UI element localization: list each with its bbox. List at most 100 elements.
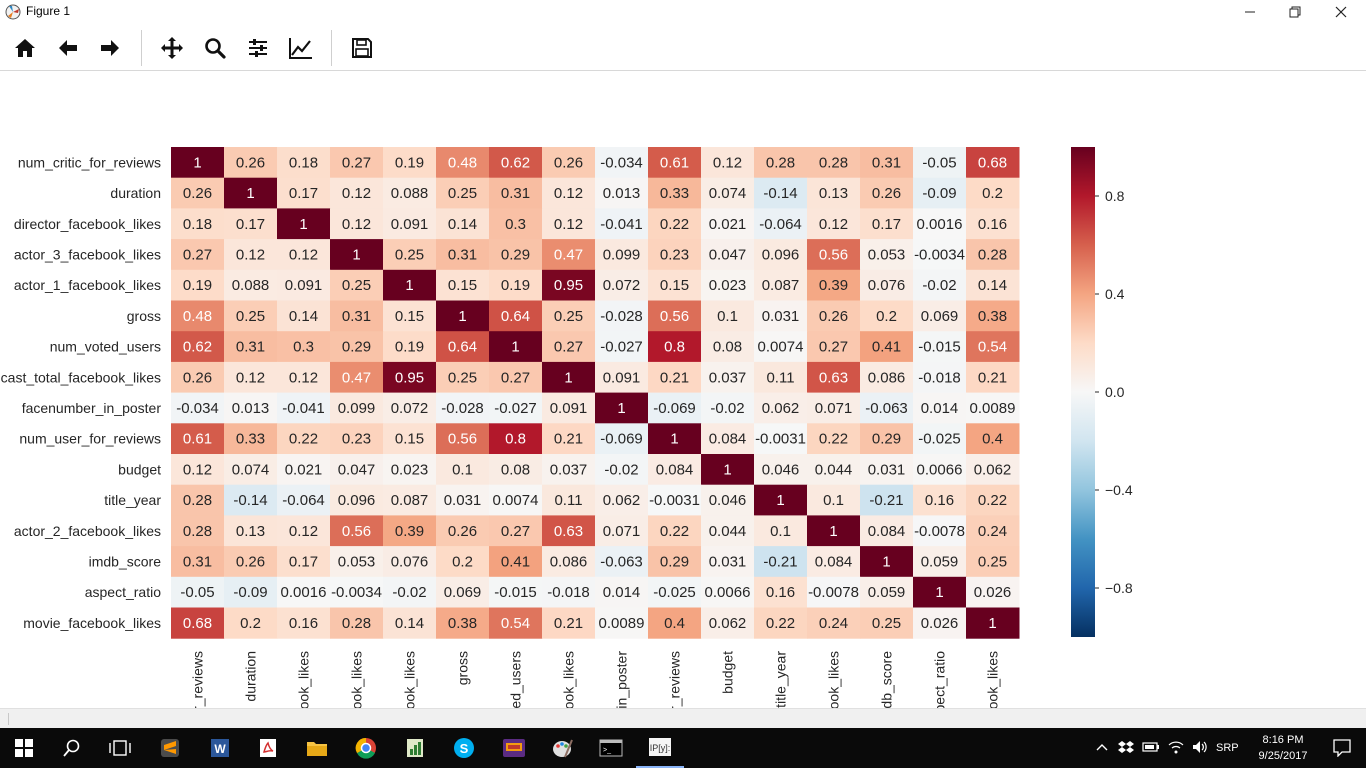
cell-annotation: 0.56 [448, 431, 477, 448]
taskbar-app-terminal[interactable]: >_ [587, 728, 635, 768]
search-button[interactable] [48, 728, 96, 768]
column-label: ook_likes [826, 651, 842, 708]
heatmap-cell [860, 454, 914, 486]
cell-annotation: 0.27 [501, 523, 530, 540]
heatmap-cell [860, 576, 914, 608]
title-bar: Figure 1 [0, 0, 1366, 24]
cell-annotation: 0.087 [391, 492, 429, 509]
cell-annotation: 0.63 [819, 369, 848, 386]
cell-annotation: -0.0078 [808, 584, 859, 601]
heatmap-cell [436, 607, 490, 639]
heatmap-cell [754, 484, 808, 516]
heatmap-cell [913, 392, 967, 424]
taskbar-app-spreadsheet[interactable] [391, 728, 439, 768]
heatmap-cell [648, 392, 702, 424]
cell-annotation: 1 [617, 400, 625, 417]
heatmap-cell [595, 361, 649, 394]
taskbar-app-sublime[interactable] [146, 728, 194, 768]
heatmap-cell [277, 331, 331, 363]
heatmap-cell [701, 177, 755, 209]
cell-annotation: -0.069 [600, 431, 643, 448]
cell-annotation: 0.013 [232, 400, 270, 417]
edit-curves-button[interactable] [285, 32, 317, 64]
heatmap-cell [277, 546, 331, 578]
heatmap-cell [383, 300, 437, 332]
heatmap-cell [224, 239, 278, 271]
heatmap-cell [648, 300, 702, 332]
cell-annotation: 0.8 [664, 339, 685, 356]
taskbar-app-game[interactable] [490, 728, 538, 768]
cell-annotation: 0.68 [978, 154, 1007, 171]
cell-annotation: 0.29 [660, 553, 689, 570]
heatmap-cell [436, 239, 490, 271]
cell-annotation: 0.044 [709, 523, 747, 540]
heatmap-cell [595, 331, 649, 363]
heatmap-cell [436, 208, 490, 240]
task-view-button[interactable] [96, 728, 144, 768]
cell-annotation: -0.09 [233, 584, 267, 601]
cell-annotation: 0.08 [713, 339, 742, 356]
tray-volume[interactable] [1192, 740, 1208, 757]
heatmap-cell [701, 331, 755, 363]
forward-button[interactable] [94, 32, 126, 64]
heatmap-cell [171, 300, 225, 332]
heatmap-cell [648, 208, 702, 240]
start-button[interactable] [0, 728, 48, 768]
heatmap-cell [436, 177, 490, 209]
heatmap-cell [171, 607, 225, 639]
cell-annotation: 0.046 [709, 492, 747, 509]
action-center-button[interactable] [1318, 728, 1366, 768]
cell-annotation: 0.12 [713, 154, 742, 171]
configure-subplots-button[interactable] [242, 32, 274, 64]
cell-annotation: 0.29 [872, 431, 901, 448]
heatmap-cell [860, 361, 914, 394]
taskbar-app-chrome[interactable] [342, 728, 390, 768]
pan-button[interactable] [156, 32, 188, 64]
word-icon: W [211, 739, 229, 757]
column-label: ook_likes [296, 651, 312, 708]
cell-annotation: 0.044 [815, 461, 853, 478]
cell-annotation: 0.0066 [917, 461, 963, 478]
language-indicator[interactable]: SRP [1216, 742, 1239, 754]
heatmap-cell [860, 208, 914, 240]
cell-annotation: 0.12 [289, 369, 318, 386]
taskbar-app-ipython[interactable]: IP[y]: [636, 728, 684, 768]
heatmap-cell [860, 269, 914, 301]
cell-annotation: 0.22 [289, 431, 318, 448]
taskbar: W S >_ IP[y]: [0, 728, 1366, 768]
taskbar-app-pdf[interactable] [244, 728, 292, 768]
taskbar-app-paint[interactable] [538, 728, 586, 768]
heatmap-cell [701, 484, 755, 516]
heatmap-cells: 1 0.26 0.18 0.27 0.19 0.48 0.62 0.26 -0.034 0.61 0… [171, 147, 1020, 639]
heatmap-cell [860, 546, 914, 578]
taskbar-app-word[interactable]: W [196, 728, 244, 768]
minimize-button[interactable] [1227, 0, 1273, 24]
home-button[interactable] [9, 32, 41, 64]
back-button[interactable] [52, 32, 84, 64]
tray-expand-button[interactable] [1096, 742, 1108, 755]
heatmap-cell [595, 239, 649, 271]
restore-button[interactable] [1272, 0, 1318, 24]
taskbar-app-skype[interactable]: S [440, 728, 488, 768]
cell-annotation: 0.63 [554, 523, 583, 540]
cell-annotation: -0.063 [600, 553, 643, 570]
close-button[interactable] [1318, 0, 1364, 24]
clock[interactable]: 8:16 PM 9/25/2017 [1248, 732, 1318, 764]
heatmap-cell [489, 177, 543, 209]
heatmap-cell [383, 423, 437, 455]
figure-canvas[interactable]: 1 0.26 0.18 0.27 0.19 0.48 0.62 0.26 -0.034 0.61 0… [0, 71, 1366, 719]
heatmap-cell [542, 239, 596, 271]
save-button[interactable] [346, 32, 378, 64]
zoom-button[interactable] [199, 32, 231, 64]
heatmap-cell [701, 239, 755, 271]
tray-wifi[interactable] [1168, 740, 1184, 757]
heatmap-cell [595, 300, 649, 332]
taskbar-app-file-explorer[interactable] [293, 728, 341, 768]
cell-annotation: 0.61 [660, 154, 689, 171]
cell-annotation: 1 [193, 154, 201, 171]
cell-annotation: 0.053 [868, 246, 906, 263]
heatmap-cell [542, 177, 596, 209]
tray-battery[interactable] [1142, 741, 1160, 756]
tray-dropbox[interactable] [1118, 740, 1134, 757]
heatmap-cell [595, 208, 649, 240]
